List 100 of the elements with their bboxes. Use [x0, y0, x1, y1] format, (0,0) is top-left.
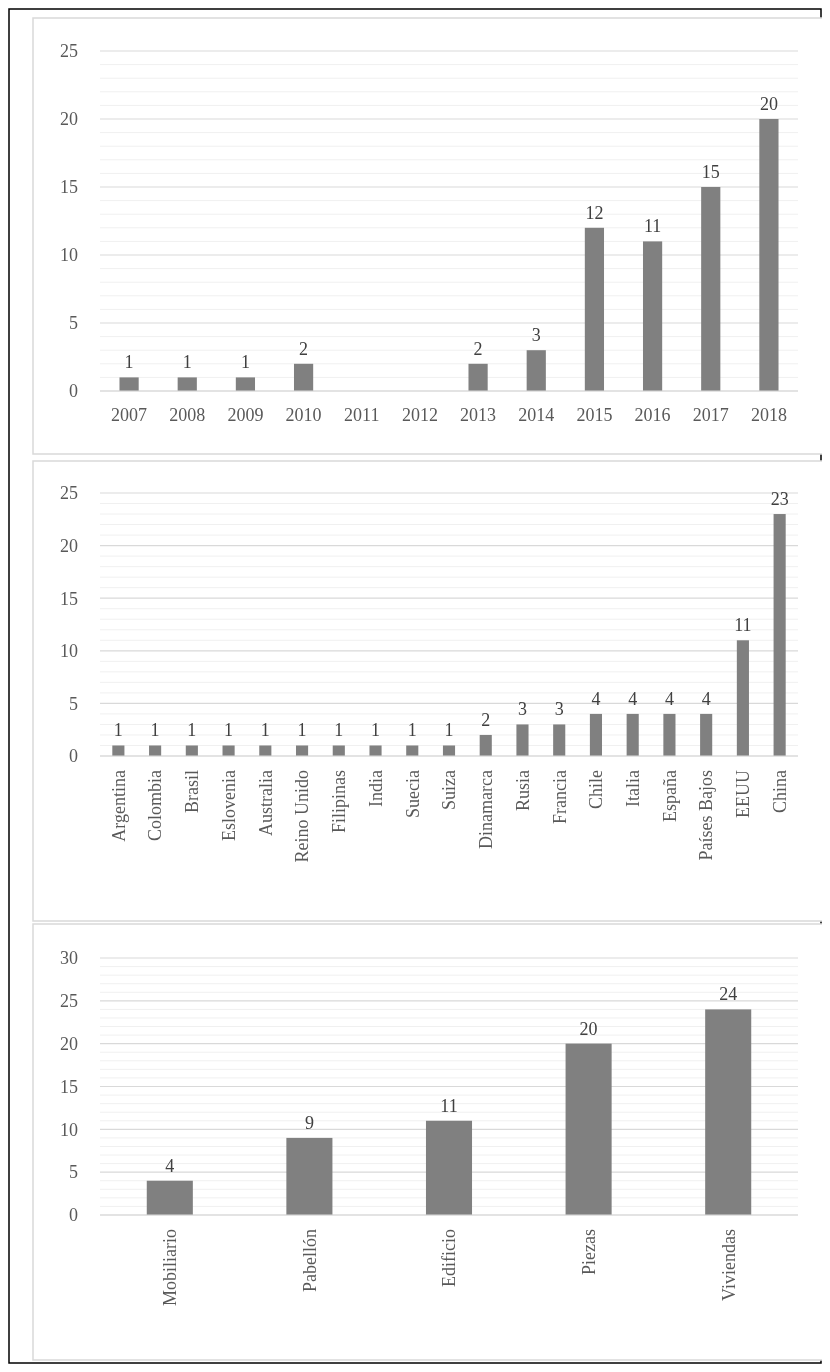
y-tick-label: 5	[69, 1162, 78, 1183]
data-label: 15	[701, 162, 720, 182]
data-label: 1	[407, 720, 417, 741]
bar	[406, 745, 419, 756]
data-label: 1	[187, 720, 197, 741]
x-tick-label: Suiza	[439, 770, 460, 810]
x-tick-label: Suecia	[402, 769, 423, 818]
data-label: 1	[124, 352, 134, 373]
x-tick-label: 2016	[634, 405, 671, 425]
data-label: 4	[628, 688, 638, 709]
data-label: 1	[334, 720, 344, 741]
y-tick-label: 25	[60, 991, 78, 1012]
x-tick-label: Italia	[622, 770, 643, 807]
y-tick-label: 10	[60, 641, 78, 662]
y-tick-label: 5	[69, 693, 78, 714]
data-label: 1	[260, 720, 270, 741]
x-tick-label: EEUU	[733, 770, 754, 818]
bar	[177, 377, 197, 391]
x-tick-label: China	[769, 769, 790, 813]
x-tick-label: Reino Unido	[292, 770, 313, 863]
data-label: 4	[701, 688, 711, 709]
data-label: 3	[517, 699, 527, 720]
data-label: 23	[770, 489, 789, 510]
y-tick-label: 15	[60, 588, 78, 609]
y-tick-label: 20	[60, 1033, 78, 1054]
x-tick-label: 2012	[401, 405, 438, 425]
x-tick-label: Eslovenia	[218, 769, 239, 841]
y-tick-label: 15	[60, 177, 78, 198]
x-tick-label: Viviendas	[718, 1229, 739, 1301]
bar	[642, 241, 663, 391]
x-tick-label: 2015	[576, 405, 613, 425]
bar	[222, 745, 235, 756]
bar	[286, 1137, 333, 1215]
x-tick-label: 2007	[111, 405, 148, 425]
y-tick-label: 10	[60, 245, 78, 266]
bar	[468, 363, 488, 391]
data-label: 1	[113, 720, 123, 741]
data-label: 3	[554, 699, 564, 720]
bar	[293, 363, 314, 391]
x-tick-label: Dinamarca	[476, 769, 497, 849]
bar	[369, 745, 382, 756]
x-tick-label: Brasil	[182, 770, 203, 813]
x-tick-label: 2011	[344, 405, 380, 425]
data-label: 4	[664, 688, 674, 709]
data-label: 1	[297, 720, 307, 741]
bar	[442, 745, 456, 756]
x-tick-label: Edificio	[439, 1229, 460, 1287]
x-tick-label: Países Bajos	[696, 770, 717, 861]
bar	[516, 724, 529, 756]
data-label: 2	[473, 338, 483, 359]
y-tick-label: 20	[60, 535, 78, 556]
bar	[185, 745, 198, 756]
y-tick-label: 25	[60, 483, 78, 504]
y-tick-label: 25	[60, 41, 78, 62]
bar	[526, 350, 546, 391]
data-label: 1	[240, 352, 250, 373]
x-tick-label: Filipinas	[329, 770, 350, 834]
y-tick-label: 20	[60, 109, 78, 130]
x-tick-label: 2014	[518, 405, 555, 425]
bar	[259, 745, 272, 756]
data-label: 1	[182, 352, 192, 373]
bar	[149, 745, 162, 756]
bar	[773, 514, 786, 756]
bar	[736, 640, 749, 756]
bar	[589, 713, 603, 756]
x-tick-label: Mobiliario	[160, 1229, 181, 1306]
bar	[332, 745, 345, 756]
x-tick-label: Colombia	[145, 769, 166, 841]
x-tick-label: India	[365, 769, 386, 807]
bar	[425, 1120, 473, 1215]
y-tick-label: 5	[69, 313, 78, 334]
bar	[565, 1043, 612, 1215]
x-tick-label: Australia	[255, 769, 276, 836]
x-tick-label: Pabellón	[299, 1229, 320, 1292]
bar	[119, 377, 139, 391]
y-tick-label: 30	[60, 948, 78, 969]
bar	[700, 713, 713, 756]
data-label: 4	[591, 688, 601, 709]
bar	[759, 119, 779, 391]
x-tick-label: Piezas	[578, 1229, 599, 1275]
y-tick-label: 15	[60, 1076, 78, 1097]
bar	[584, 227, 605, 391]
bar	[146, 1180, 193, 1215]
x-tick-label: 2010	[285, 405, 322, 425]
y-tick-label: 0	[69, 746, 78, 767]
data-label: 2	[299, 338, 309, 359]
x-tick-label: 2017	[692, 405, 729, 425]
data-label: 20	[759, 94, 778, 114]
data-label: 1	[444, 720, 454, 741]
bar	[701, 187, 721, 391]
data-label: 1	[224, 720, 234, 741]
bar	[705, 1009, 752, 1215]
y-tick-label: 10	[60, 1119, 78, 1140]
data-label: 12	[585, 202, 604, 223]
data-label: 3	[531, 325, 541, 346]
data-label: 11	[734, 615, 752, 636]
x-tick-label: Argentina	[108, 770, 129, 842]
x-tick-label: España	[659, 770, 680, 822]
x-tick-label: Chile	[586, 769, 607, 809]
data-label: 20	[579, 1018, 598, 1039]
